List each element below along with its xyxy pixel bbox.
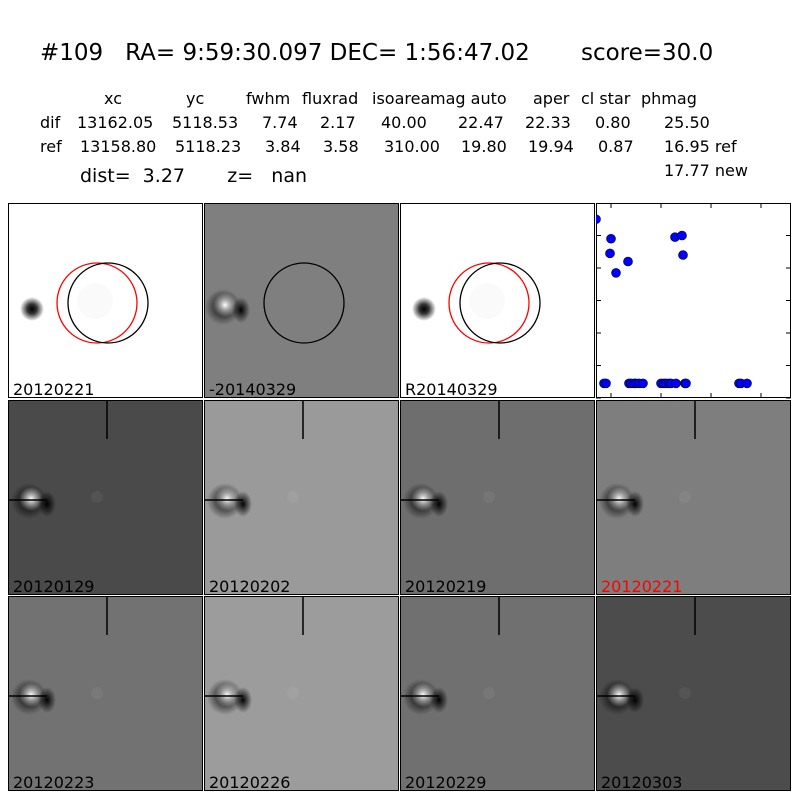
table-cell: 40.00 [381,113,427,132]
table-cell: 2.17 [320,113,356,132]
table-cell: 13162.05 [77,113,154,132]
table-cell: 19.94 [528,137,574,156]
stamp-date-label: 20120223 [13,773,95,791]
stamp-image [205,597,304,715]
data-point [623,256,633,267]
table-cell: 13158.80 [80,137,157,156]
row-label: ref [40,137,62,156]
table-cell: 25.50 [664,113,710,132]
stamp-image [597,401,696,519]
data-point [742,378,752,389]
stamp-image [9,597,108,715]
table-cell: 22.47 [458,113,504,132]
stamp-image [20,262,149,344]
table-cell: 3.58 [323,137,359,156]
table-cell: 22.33 [525,113,571,132]
column-header: fwhm [246,89,291,108]
data-point [678,250,688,260]
stamp-image [597,597,696,715]
stamp-panel: 20120129 [8,400,203,595]
table-cell: 5118.53 [172,113,239,132]
data-point [671,378,681,389]
data-point [606,233,616,244]
data-point [596,214,601,225]
column-header: yc [186,89,205,108]
column-header: phmag [641,89,697,108]
phmag-new: 17.77 new [664,161,748,180]
stamp-panel: 20120226 [204,596,399,791]
stamp-date-label: 20120221 [13,380,95,398]
stamp-date-label: 20120219 [405,577,487,595]
table-cell: 310.00 [384,137,440,156]
stamp-date-label: -20140329 [209,380,297,398]
data-point [605,248,615,259]
column-header: fluxrad [302,89,359,108]
distance-redshift-line: dist= 3.27 z= nan [80,165,308,187]
stamp-image [401,401,500,519]
stamp-panel: 20120219 [400,400,595,595]
stamp-date-label: 20120226 [209,773,291,791]
table-cell: 0.80 [595,113,631,132]
column-header: mag auto [430,89,507,108]
stamp-panel: 20120303 [596,596,791,791]
stamp-date-label: 20120202 [209,577,291,595]
stamp-panel: 20120229 [400,596,595,791]
stamp-image [401,597,500,715]
plot-frame [596,203,791,398]
data-point [601,378,611,389]
table-cell: 5118.23 [175,137,242,156]
data-point [681,378,691,389]
table-cell: 3.84 [265,137,301,156]
column-header: isoarea [372,89,431,108]
stamp-image [9,401,108,519]
stamp-image [205,401,304,519]
stamp-image [412,262,541,344]
row-label: dif [40,113,61,132]
stamp-panel: 20120202 [204,400,399,595]
table-cell: 7.74 [262,113,298,132]
data-point [638,378,648,389]
light-curve-chart: 20212223242526-50050100 [596,203,791,403]
stamp-panel: R20140329 [400,203,595,398]
data-point [611,268,621,278]
column-header: cl star [581,89,631,108]
stamp-date-label: 20120229 [405,773,487,791]
candidate-title: #109 RA= 9:59:30.097 DEC= 1:56:47.02 sco… [40,40,714,66]
column-header: xc [104,89,122,108]
table-cell: 19.80 [461,137,507,156]
stamp-date-label: R20140329 [405,380,498,398]
stamp-panel: 20120221 [8,203,203,398]
stamp-date-label: 20120129 [13,577,95,595]
stamp-panel: -20140329 [204,203,399,398]
data-point [677,230,687,241]
stamp-panel: 20120223 [8,596,203,791]
stamp-image [205,262,345,344]
table-cell: 16.95 ref [664,137,737,156]
stamp-panel: 20120221 [596,400,791,595]
stamp-date-label: 20120303 [601,773,683,791]
table-cell: 0.87 [598,137,634,156]
stamp-date-label: 20120221 [601,577,683,595]
column-header: aper [533,89,570,108]
